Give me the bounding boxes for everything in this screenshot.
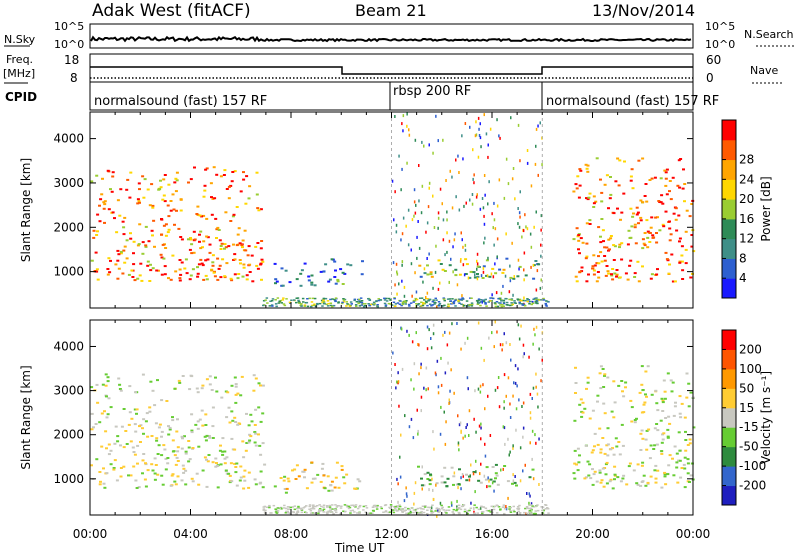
- colorbar-swatch: [722, 258, 736, 279]
- echo-region-evening-echoes: [572, 365, 696, 490]
- y-tick-label: 1000: [53, 265, 84, 279]
- colorbar-swatch: [722, 349, 736, 370]
- colorbar-tick-label: 100: [739, 362, 762, 376]
- colorbar-tick-label: 24: [739, 172, 754, 186]
- colorbar-tick-label: 50: [739, 381, 754, 395]
- colorbar-swatch: [722, 368, 736, 389]
- y-axis-label: Slant Range [km]: [19, 365, 33, 469]
- colorbar-swatch: [722, 159, 736, 180]
- nave-tick-top: 60: [706, 53, 721, 67]
- x-tick-label: 12:00: [374, 527, 409, 541]
- nsearch-tick-top: 10^5: [705, 20, 735, 33]
- colorbar-swatch: [722, 446, 736, 467]
- colorbar-swatch: [722, 330, 736, 350]
- y-tick-label: 1000: [53, 472, 84, 486]
- colorbar-swatch: [722, 407, 736, 428]
- beam-label: Beam 21: [355, 1, 427, 20]
- power-colorbar: 4 8 12 16 20 24 28 Power [dB]: [721, 119, 773, 299]
- echo-region-afternoon-band: [418, 257, 541, 280]
- cpid-segment-3: normalsound (fast) 157 RF: [546, 94, 719, 109]
- colorbar-tick-label: -50: [739, 440, 759, 454]
- x-tick-label: 00:00: [73, 527, 108, 541]
- nsky-panel: [89, 23, 694, 49]
- colorbar-tick-label: 16: [739, 212, 754, 226]
- date-label: 13/Nov/2014: [592, 1, 695, 20]
- colorbar-swatch: [722, 388, 736, 409]
- colorbar-tick-label: 8: [739, 251, 747, 265]
- colorbar-tick-label: 20: [739, 192, 754, 206]
- cpid-panel: [89, 81, 694, 111]
- echo-region-midday-low: [273, 258, 364, 287]
- x-tick-label: 04:00: [173, 527, 208, 541]
- colorbar-tick-label: 12: [739, 232, 754, 246]
- velocity-colorbar: 200 100 50 15 -15 -50 -100 -200 Velocity [m s⁻¹]: [721, 329, 773, 506]
- noise-scatter: [391, 112, 543, 309]
- x-tick-label: 16:00: [475, 527, 510, 541]
- echo-region-evening-echoes: [572, 157, 696, 283]
- cpid-segment-2: rbsp 200 RF: [393, 84, 471, 99]
- nsky-trace: [90, 35, 692, 43]
- power-heatmap: 1000 2000 3000 4000 Slant Range [km]: [19, 111, 696, 309]
- colorbar-swatch: [722, 218, 736, 240]
- x-tick-label: 00:00: [676, 527, 711, 541]
- colorbar-tick-label: 200: [739, 342, 762, 356]
- colorbar-tick-label: 28: [739, 153, 754, 167]
- freq-trace: [90, 66, 693, 75]
- y-tick-label: 2000: [53, 220, 84, 234]
- y-tick-label: 3000: [53, 176, 84, 190]
- colorbar-label: Power [dB]: [759, 176, 773, 241]
- nsearch-label: N.Search: [744, 28, 794, 41]
- nave-tick-bottom: 0: [706, 71, 714, 85]
- colorbar-tick-label: 4: [739, 271, 747, 285]
- colorbar-swatch: [722, 427, 736, 448]
- y-tick-label: 3000: [53, 384, 84, 398]
- colorbar-tick-label: -200: [739, 479, 766, 493]
- echo-region-morning-echoes: [90, 373, 267, 490]
- noise-scatter: [392, 320, 544, 518]
- colorbar-swatch: [722, 199, 736, 220]
- station-title: Adak West (fitACF): [92, 1, 251, 21]
- echo-region-afternoon-band: [417, 463, 535, 488]
- colorbar-swatch: [722, 139, 736, 161]
- freq-tick-bottom: 8: [70, 71, 78, 85]
- freq-unit: [MHz]: [3, 67, 35, 80]
- colorbar-swatch: [722, 466, 736, 487]
- colorbar-swatch: [722, 485, 736, 506]
- colorbar-swatch: [722, 179, 736, 200]
- nsky-tick-bottom: 10^0: [54, 38, 84, 51]
- cpid-segment-1: normalsound (fast) 157 RF: [94, 94, 267, 109]
- echo-region-midday-low: [273, 461, 362, 494]
- echo-region-morning-echoes: [90, 166, 265, 283]
- x-axis-label: Time UT: [334, 541, 385, 554]
- freq-label: Freq.: [6, 53, 33, 66]
- x-tick-label: 08:00: [274, 527, 309, 541]
- freq-tick-top: 18: [64, 53, 79, 67]
- cpid-label: CPID: [5, 90, 37, 104]
- colorbar-tick-label: 15: [739, 401, 754, 415]
- x-tick-label: 20:00: [575, 527, 610, 541]
- nsky-label: N.Sky: [4, 33, 36, 46]
- nsearch-tick-bottom: 10^0: [705, 38, 735, 51]
- nsky-tick-top: 10^5: [54, 20, 84, 33]
- nave-label: Nave: [750, 64, 778, 77]
- colorbar-label: Velocity [m s⁻¹]: [759, 371, 773, 464]
- colorbar-swatch: [722, 120, 736, 141]
- ground-scatter-band: [262, 504, 550, 515]
- time-axis: 00:00 04:00 08:00 12:00 16:00 20:00 00:00: [73, 527, 711, 541]
- y-tick-label: 4000: [53, 339, 84, 353]
- velocity-heatmap: 1000 2000 3000 4000 Slant Range [km]: [19, 319, 696, 518]
- colorbar-swatch: [722, 278, 736, 299]
- y-tick-label: 2000: [53, 428, 84, 442]
- colorbar-tick-label: -15: [739, 420, 759, 434]
- y-tick-label: 4000: [53, 132, 84, 146]
- y-axis-label: Slant Range [km]: [19, 158, 33, 262]
- colorbar-swatch: [722, 238, 736, 259]
- colorbar-tick-label: -100: [739, 459, 766, 473]
